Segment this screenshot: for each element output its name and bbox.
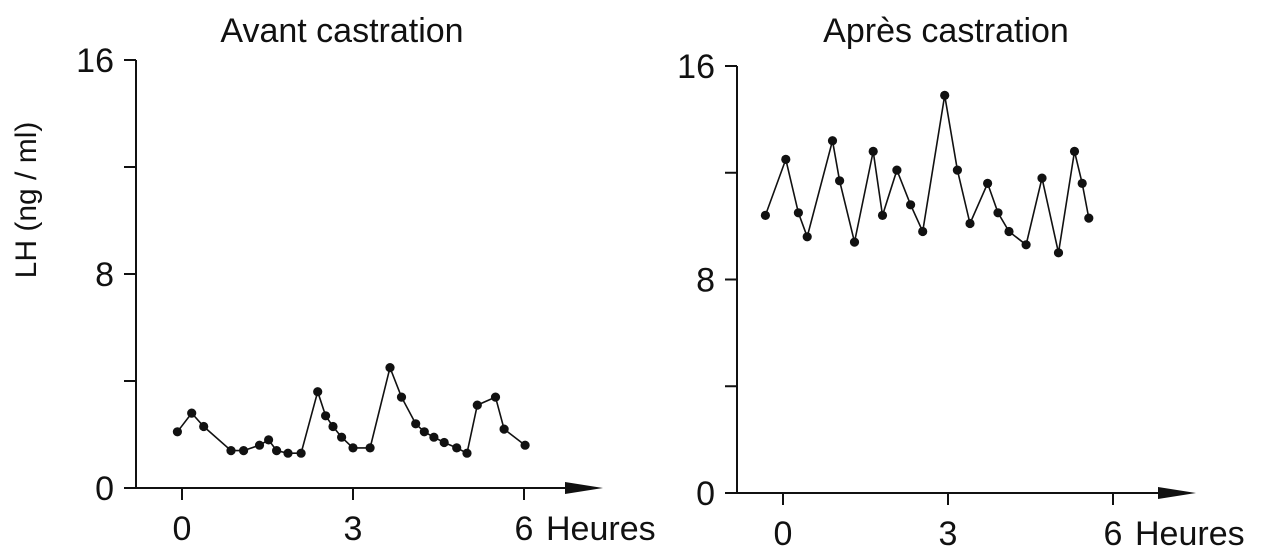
chart-0-point-26 [499, 424, 509, 434]
chart-1-point-20 [1053, 248, 1064, 258]
chart-0-point-24 [472, 400, 482, 410]
chart-1-point-8 [877, 210, 888, 220]
chart-panel-avant: Avant castration LH (ng / ml) 0 8 16 0 3 6 Heure… [10, 12, 656, 548]
chart-0-y-tick-label-8: 8 [95, 256, 114, 294]
chart-0-point-17 [396, 392, 407, 402]
chart-0-x-tick-label-3: 3 [344, 510, 363, 548]
chart-0-point-0 [172, 427, 182, 437]
chart-0-title: Avant castration [220, 12, 463, 50]
chart-0-point-16 [385, 363, 395, 373]
chart-1-point-0 [760, 210, 771, 220]
chart-0-point-2 [199, 421, 209, 432]
chart-1-point-15 [983, 178, 993, 188]
chart-1-point-4 [827, 136, 838, 146]
chart-0-point-9 [296, 448, 306, 458]
chart-0-x-tick-label-6: 6 [515, 510, 534, 548]
chart-1-point-5 [835, 176, 845, 186]
chart-1-point-23 [1084, 213, 1094, 223]
chart-0-point-12 [328, 421, 338, 432]
chart-1-y-tick-label-8: 8 [696, 262, 715, 300]
chart-0-point-18 [411, 419, 421, 429]
chart-0-point-5 [254, 440, 265, 450]
chart-1-x-tick-label-0: 0 [774, 515, 793, 549]
chart-1-point-6 [849, 237, 860, 247]
chart-0-point-27 [520, 440, 530, 450]
chart-0-point-20 [429, 432, 439, 442]
chart-1-point-9 [892, 165, 902, 175]
chart-1-point-16 [993, 208, 1003, 218]
chart-1-point-1 [781, 154, 791, 164]
chart-0-y-tick-label-16: 16 [76, 42, 114, 80]
chart-0-point-4 [239, 446, 249, 456]
chart-0-point-25 [490, 392, 501, 402]
chart-1-point-14 [965, 218, 975, 229]
chart-1-y-tick-label-16: 16 [677, 48, 715, 86]
chart-0-point-22 [452, 443, 462, 453]
chart-0-x-axis-arrow [565, 482, 603, 494]
chart-1-point-7 [868, 146, 878, 156]
chart-1-x-axis-arrow [1158, 487, 1196, 499]
chart-0-point-6 [264, 435, 274, 445]
chart-1-point-17 [1004, 226, 1014, 237]
chart-0-y-axis-label: LH (ng / ml) [10, 122, 43, 279]
chart-0-point-14 [348, 443, 358, 453]
chart-1-point-13 [952, 165, 963, 175]
chart-1-point-10 [906, 200, 916, 210]
chart-1-x-axis-label: Heures [1135, 515, 1245, 549]
chart-0-series-line [176, 364, 526, 455]
chart-0-point-10 [313, 387, 323, 397]
chart-0-point-13 [337, 432, 347, 442]
chart-1-point-18 [1021, 240, 1031, 250]
chart-1-point-22 [1077, 178, 1087, 188]
chart-0-x-axis-label: Heures [546, 510, 656, 548]
chart-1-point-3 [802, 232, 812, 242]
chart-1-title: Après castration [823, 12, 1069, 50]
chart-1-series-line [764, 95, 1090, 253]
chart-1-point-12 [940, 90, 950, 100]
chart-0-x-tick-label-0: 0 [173, 510, 192, 548]
chart-1-y-tick-label-0: 0 [696, 475, 715, 513]
chart-panel-apres: Après castration 0 8 16 0 3 6 Heures [677, 12, 1244, 549]
chart-1-point-11 [918, 226, 928, 237]
chart-1-point-2 [793, 208, 804, 218]
chart-0-point-1 [187, 408, 197, 418]
chart-0-point-23 [462, 448, 472, 458]
chart-0-point-15 [365, 443, 375, 453]
chart-1-x-tick-label-3: 3 [939, 515, 958, 549]
chart-0-point-8 [283, 448, 293, 458]
chart-1-x-tick-label-6: 6 [1104, 515, 1123, 549]
chart-0-point-21 [439, 437, 449, 448]
chart-0-point-11 [321, 411, 331, 421]
chart-0-y-tick-label-0: 0 [95, 470, 114, 508]
chart-0-point-7 [272, 446, 282, 456]
chart-0-point-3 [226, 446, 236, 456]
chart-0-point-19 [419, 427, 429, 437]
chart-1-point-21 [1069, 146, 1080, 156]
chart-1-point-19 [1037, 173, 1047, 183]
